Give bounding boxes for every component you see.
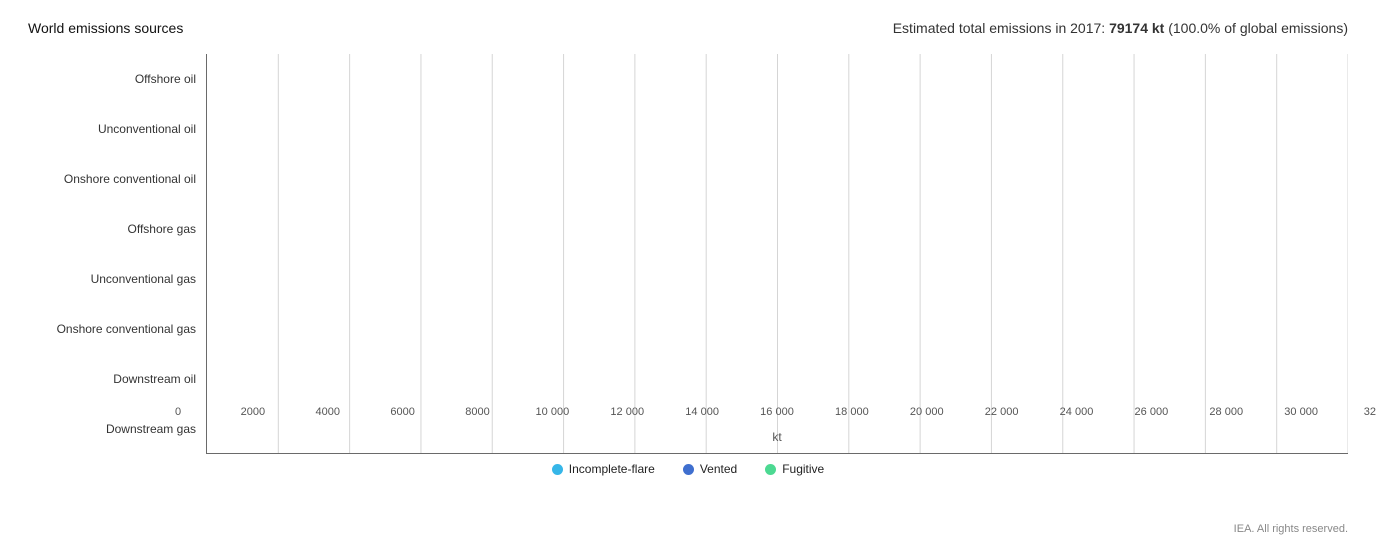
x-axis-label: kt xyxy=(178,430,1376,444)
summary-suffix: (100.0% of global emissions) xyxy=(1164,20,1348,36)
legend-item-fugitive: Fugitive xyxy=(765,462,824,476)
category-label: Onshore conventional oil xyxy=(64,172,196,186)
x-tick-label: 4000 xyxy=(316,406,340,418)
chart-summary: Estimated total emissions in 2017: 79174… xyxy=(893,20,1348,36)
x-tick-label: 16 000 xyxy=(760,406,794,418)
chart-title: World emissions sources xyxy=(28,20,183,36)
x-tick-label: 20 000 xyxy=(910,406,944,418)
x-tick-label: 24 000 xyxy=(1060,406,1094,418)
chart-header: World emissions sources Estimated total … xyxy=(28,20,1348,36)
legend-item-incomplete_flare: Incomplete-flare xyxy=(552,462,655,476)
x-tick-label: 12 000 xyxy=(610,406,644,418)
x-tick-label: 10 000 xyxy=(536,406,570,418)
x-tick-label: 18 000 xyxy=(835,406,869,418)
x-tick-label: 2000 xyxy=(241,406,265,418)
category-label: Downstream oil xyxy=(113,372,196,386)
emissions-chart: Offshore oil Unconventional oil Onshore co… xyxy=(28,54,1348,454)
x-tick-label: 30 000 xyxy=(1284,406,1318,418)
summary-value: 79174 kt xyxy=(1109,20,1164,36)
x-tick-label: 6000 xyxy=(390,406,414,418)
category-label: Unconventional gas xyxy=(91,272,196,286)
legend-label: Fugitive xyxy=(782,462,824,476)
x-tick-label: 28 000 xyxy=(1209,406,1243,418)
legend-item-vented: Vented xyxy=(683,462,737,476)
legend-swatch xyxy=(765,464,776,475)
legend: Incomplete-flare Vented Fugitive xyxy=(0,462,1376,476)
legend-swatch xyxy=(683,464,694,475)
x-tick-label: 26 000 xyxy=(1135,406,1169,418)
summary-prefix: Estimated total emissions in 2017: xyxy=(893,20,1109,36)
credit-text: IEA. All rights reserved. xyxy=(1234,523,1348,535)
x-tick-label: 8000 xyxy=(465,406,489,418)
x-tick-label: 32 ... xyxy=(1364,406,1376,418)
x-axis-ticks: 0 2000 4000 6000 8000 10 000 12 000 14 000 16 00… xyxy=(178,400,1376,430)
y-axis-labels: Offshore oil Unconventional oil Onshore co… xyxy=(28,54,206,454)
legend-label: Incomplete-flare xyxy=(569,462,655,476)
x-tick-label: 14 000 xyxy=(685,406,719,418)
x-tick-label: 22 000 xyxy=(985,406,1019,418)
x-tick-label: 0 xyxy=(175,406,181,418)
category-label: Offshore gas xyxy=(128,222,196,236)
bars-layer xyxy=(207,54,1348,453)
category-label: Onshore conventional gas xyxy=(57,322,196,336)
category-label: Unconventional oil xyxy=(98,122,196,136)
legend-label: Vented xyxy=(700,462,737,476)
category-label: Offshore oil xyxy=(135,72,196,86)
plot-area xyxy=(206,54,1348,454)
legend-swatch xyxy=(552,464,563,475)
